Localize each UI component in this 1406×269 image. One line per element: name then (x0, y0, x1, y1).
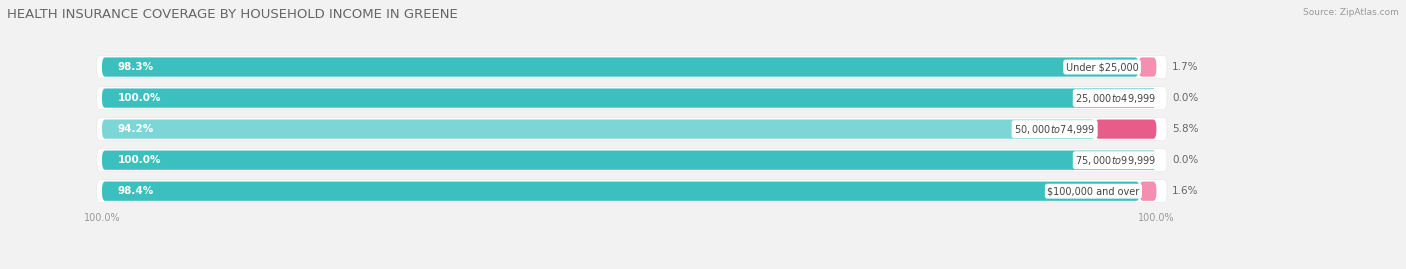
Text: 100.0%: 100.0% (118, 155, 162, 165)
FancyBboxPatch shape (97, 118, 1167, 141)
Text: $75,000 to $99,999: $75,000 to $99,999 (1076, 154, 1156, 167)
FancyBboxPatch shape (103, 89, 1156, 108)
FancyBboxPatch shape (1140, 182, 1156, 201)
FancyBboxPatch shape (1095, 119, 1156, 139)
Text: 5.8%: 5.8% (1173, 124, 1199, 134)
Text: 100.0%: 100.0% (118, 93, 162, 103)
Text: 0.0%: 0.0% (1173, 93, 1198, 103)
FancyBboxPatch shape (1139, 57, 1156, 77)
Text: 98.4%: 98.4% (118, 186, 155, 196)
FancyBboxPatch shape (103, 57, 1139, 77)
Text: HEALTH INSURANCE COVERAGE BY HOUSEHOLD INCOME IN GREENE: HEALTH INSURANCE COVERAGE BY HOUSEHOLD I… (7, 8, 458, 21)
Text: 1.6%: 1.6% (1173, 186, 1199, 196)
Text: 98.3%: 98.3% (118, 62, 153, 72)
FancyBboxPatch shape (97, 149, 1167, 172)
Text: Under $25,000: Under $25,000 (1066, 62, 1139, 72)
FancyBboxPatch shape (103, 182, 1140, 201)
Text: $50,000 to $74,999: $50,000 to $74,999 (1014, 123, 1095, 136)
Text: 94.2%: 94.2% (118, 124, 155, 134)
FancyBboxPatch shape (103, 151, 1156, 170)
Text: $25,000 to $49,999: $25,000 to $49,999 (1076, 91, 1156, 105)
Text: Source: ZipAtlas.com: Source: ZipAtlas.com (1303, 8, 1399, 17)
FancyBboxPatch shape (97, 180, 1167, 203)
Text: $100,000 and over: $100,000 and over (1047, 186, 1140, 196)
Text: 0.0%: 0.0% (1173, 155, 1198, 165)
FancyBboxPatch shape (97, 87, 1167, 109)
FancyBboxPatch shape (97, 56, 1167, 79)
Text: 1.7%: 1.7% (1173, 62, 1199, 72)
FancyBboxPatch shape (103, 119, 1095, 139)
